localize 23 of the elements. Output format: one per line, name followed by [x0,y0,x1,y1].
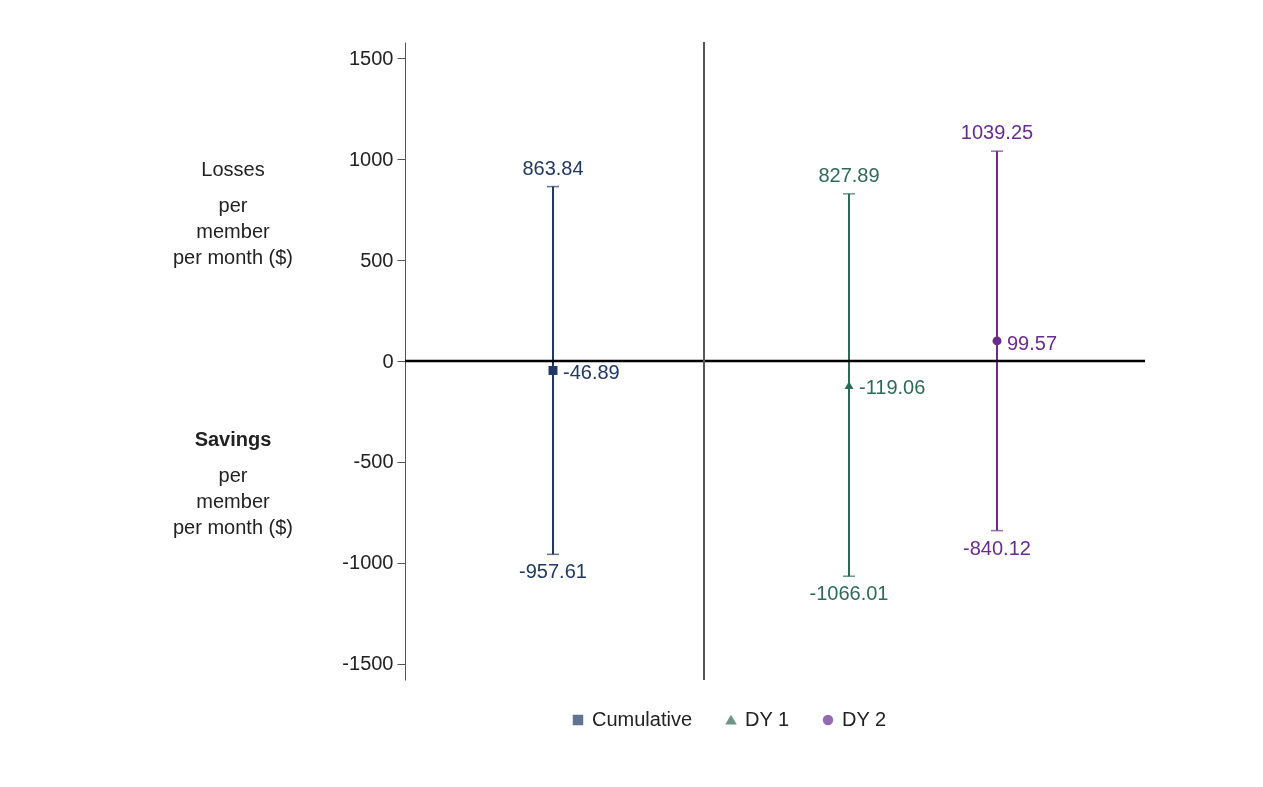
data-label: -46.89 [563,361,620,384]
y-tick-label: 1000 [349,147,394,170]
y-tick-label: -1500 [342,652,394,675]
legend-label: Cumulative [592,708,693,730]
annotation: 1039.25 [960,121,1034,144]
annotation: 827.89 [818,163,880,186]
annotation: -957.61 [519,560,587,583]
data-label: -119.06 [859,376,926,399]
y-tick-label: -500 [353,450,394,473]
legend-label: DY 2 [842,708,887,730]
legend-label: DY 1 [745,708,790,730]
annotation: -840.12 [963,536,1031,559]
y-tick-label: 0 [382,349,394,372]
y-tick-label: 500 [360,248,394,271]
annotation: -1066.01 [809,582,889,605]
text: Savings per member per month ($) [171,427,295,540]
data-label: 99.57 [1007,331,1058,354]
y-tick-label: -1000 [342,551,394,574]
y-tick-label: 1500 [349,46,394,69]
point [548,366,558,375]
text: Losses per member per month ($) [171,157,295,270]
point [992,336,1002,346]
annotation: 863.84 [522,156,584,179]
